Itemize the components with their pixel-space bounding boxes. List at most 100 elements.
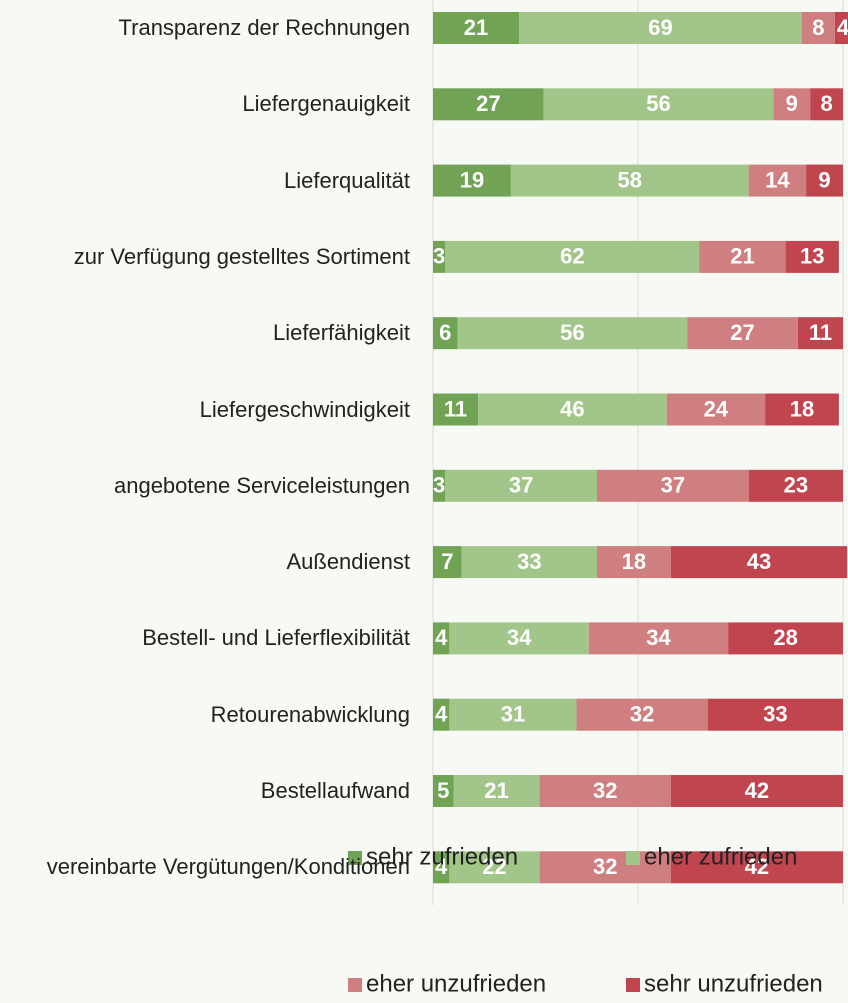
- bar-segment: [457, 317, 688, 350]
- value-label: 37: [509, 473, 533, 498]
- bar-segment: [433, 88, 544, 121]
- bar-segment: [433, 546, 462, 579]
- value-label: 27: [730, 320, 754, 345]
- value-label: 33: [517, 549, 541, 574]
- bar-segment: [433, 240, 446, 273]
- category-label: Liefergeschwindigkeit: [0, 395, 410, 425]
- category-text: zur Verfügung gestelltes Sortiment: [73, 243, 410, 269]
- value-label: 4: [435, 625, 448, 650]
- bar-segment: [539, 851, 671, 884]
- bar-segment: [797, 317, 843, 350]
- value-label: 27: [476, 91, 500, 116]
- bar-segment: [433, 317, 458, 350]
- bar-segment: [539, 775, 671, 807]
- bar-segment: [728, 622, 843, 655]
- bar-segment: [699, 240, 786, 273]
- value-label: 28: [773, 625, 797, 650]
- value-label: 22: [482, 854, 506, 879]
- category-label: Bestellaufwand: [0, 776, 410, 806]
- value-label: 32: [593, 778, 617, 803]
- value-label: 5: [437, 778, 449, 803]
- category-text: Lieferqualität: [284, 167, 410, 193]
- bar-segment: [433, 698, 450, 731]
- legend-label: eher zufrieden: [644, 843, 797, 870]
- legend-swatch: [626, 978, 640, 992]
- value-label: 56: [560, 320, 584, 345]
- bar-segment: [449, 851, 540, 884]
- category-label: zur Verfügung gestelltes Sortiment: [0, 242, 410, 272]
- value-label: 42: [745, 854, 769, 879]
- category-text: Liefergenauigkeit: [242, 91, 410, 117]
- bar-segment: [748, 164, 807, 197]
- bar-segment: [597, 469, 749, 502]
- category-label: Liefergenauigkeit: [0, 89, 410, 119]
- legend-label: sehr zufrieden: [366, 843, 518, 870]
- bar-segment: [510, 164, 749, 197]
- bar-segment: [670, 546, 848, 579]
- category-label: Transparenz der Rechnungen: [0, 13, 410, 43]
- bar-segment: [576, 698, 708, 731]
- bar-segment: [445, 469, 597, 502]
- legend-swatch: [348, 851, 362, 865]
- category-text: Bestell- und Lieferflexibilität: [142, 625, 410, 651]
- value-label: 14: [765, 167, 790, 192]
- value-label: 4: [435, 854, 448, 879]
- bar-segment: [670, 775, 843, 807]
- legend-swatch: [348, 978, 362, 992]
- legend-label: eher unzufrieden: [366, 970, 546, 997]
- bar-segment: [478, 393, 667, 426]
- bar-segment: [597, 546, 671, 579]
- value-label: 7: [441, 549, 453, 574]
- bar-segment: [666, 393, 766, 426]
- category-label: Bestell- und Lieferflexibilität: [0, 623, 410, 653]
- bar-segment: [806, 164, 843, 197]
- value-label: 21: [484, 778, 508, 803]
- value-label: 21: [464, 15, 488, 40]
- category-text: angebotene Serviceleistungen: [113, 472, 410, 498]
- bar-segment: [433, 12, 520, 44]
- value-label: 32: [593, 854, 617, 879]
- value-label: 62: [560, 244, 584, 269]
- value-label: 46: [560, 396, 584, 421]
- bar-segment: [433, 775, 454, 807]
- category-text: Liefergeschwindigkeit: [199, 396, 410, 422]
- bar-segment: [707, 698, 843, 731]
- value-label: 19: [460, 167, 484, 192]
- bar-segment: [765, 393, 839, 426]
- value-label: 6: [439, 320, 451, 345]
- bar-segment: [453, 775, 540, 807]
- bar-segment: [802, 12, 835, 44]
- bar-segment: [748, 469, 843, 502]
- value-label: 34: [507, 625, 532, 650]
- legend-swatch: [626, 851, 640, 865]
- bar-segment: [670, 851, 843, 884]
- bar-segment: [433, 164, 511, 197]
- bar-segment: [543, 88, 774, 121]
- value-label: 8: [820, 91, 832, 116]
- bar-segment: [785, 240, 839, 273]
- value-label: 11: [809, 320, 832, 345]
- value-label: 18: [622, 549, 646, 574]
- bar-segment: [445, 240, 700, 273]
- category-text: vereinbarte Vergütungen/Konditionen: [46, 854, 410, 880]
- value-label: 31: [501, 702, 525, 727]
- value-label: 24: [704, 396, 729, 421]
- value-label: 42: [745, 778, 769, 803]
- category-label: Lieferfähigkeit: [0, 318, 410, 348]
- category-text: Bestellaufwand: [260, 778, 410, 803]
- category-label: angebotene Serviceleistungen: [0, 471, 410, 501]
- value-label: 21: [730, 244, 754, 269]
- bar-segment: [433, 469, 446, 502]
- bar-segment: [687, 317, 798, 350]
- bar-segment: [588, 622, 729, 655]
- value-label: 23: [784, 473, 808, 498]
- bar-segment: [810, 88, 843, 121]
- value-label: 58: [618, 167, 642, 192]
- legend-label: sehr unzufrieden: [644, 970, 823, 997]
- category-text: Außendienst: [286, 549, 410, 575]
- category-text: Retourenabwicklung: [210, 701, 410, 727]
- value-label: 32: [630, 702, 654, 727]
